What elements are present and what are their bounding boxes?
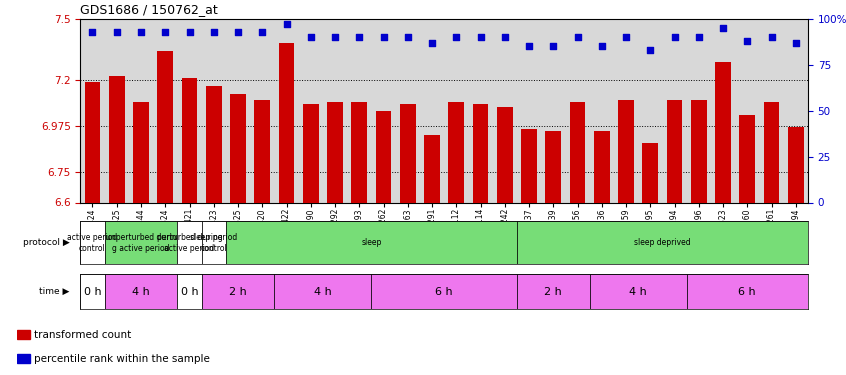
Bar: [105, 221, 178, 264]
Bar: [255, 100, 270, 202]
Point: [231, 28, 244, 34]
Text: sleep: sleep: [361, 238, 382, 248]
Point: [692, 34, 706, 40]
Point: [595, 44, 608, 50]
Bar: [201, 274, 274, 309]
Bar: [157, 51, 173, 202]
Bar: [764, 102, 779, 202]
Text: perturbed during
active period: perturbed during active period: [157, 233, 222, 252]
Bar: [473, 105, 488, 202]
Point: [135, 28, 148, 34]
Point: [376, 34, 390, 40]
Bar: [17, 330, 30, 339]
Bar: [133, 102, 149, 202]
Point: [183, 28, 196, 34]
Point: [740, 38, 754, 44]
Bar: [226, 221, 517, 264]
Bar: [206, 86, 222, 202]
Point: [110, 28, 124, 34]
Point: [644, 47, 657, 53]
Point: [158, 28, 172, 34]
Bar: [80, 274, 105, 309]
Point: [498, 34, 512, 40]
Point: [449, 34, 463, 40]
Bar: [521, 129, 537, 203]
Point: [571, 34, 585, 40]
Bar: [691, 100, 706, 202]
Bar: [424, 135, 440, 202]
Text: 0 h: 0 h: [181, 286, 198, 297]
Point: [85, 28, 99, 34]
Point: [328, 34, 342, 40]
Bar: [400, 105, 415, 202]
Bar: [303, 105, 319, 202]
Text: 0 h: 0 h: [84, 286, 102, 297]
Text: GDS1686 / 150762_at: GDS1686 / 150762_at: [80, 3, 218, 16]
Text: sleep period
control: sleep period control: [190, 233, 238, 252]
Bar: [274, 274, 371, 309]
Point: [522, 44, 536, 50]
Point: [304, 34, 317, 40]
Text: 2 h: 2 h: [545, 286, 562, 297]
Point: [474, 34, 487, 40]
Bar: [178, 221, 201, 264]
Bar: [642, 143, 658, 202]
Point: [765, 34, 778, 40]
Bar: [590, 274, 687, 309]
Bar: [546, 131, 561, 203]
Bar: [327, 102, 343, 202]
Text: time ▶: time ▶: [39, 287, 69, 296]
Bar: [497, 106, 513, 202]
Bar: [618, 100, 634, 202]
Bar: [17, 354, 30, 363]
Point: [255, 28, 269, 34]
Bar: [109, 76, 124, 202]
Bar: [517, 274, 590, 309]
Bar: [594, 131, 610, 203]
Bar: [80, 221, 105, 264]
Point: [207, 28, 221, 34]
Bar: [715, 62, 731, 202]
Bar: [569, 102, 585, 202]
Bar: [687, 274, 808, 309]
Bar: [85, 82, 101, 203]
Bar: [448, 102, 464, 202]
Bar: [178, 274, 201, 309]
Text: 4 h: 4 h: [629, 286, 647, 297]
Bar: [739, 115, 755, 202]
Text: unperturbed durin
g active period: unperturbed durin g active period: [106, 233, 176, 252]
Text: 2 h: 2 h: [229, 286, 247, 297]
Point: [401, 34, 415, 40]
Text: active period
control: active period control: [68, 233, 118, 252]
Bar: [376, 111, 392, 202]
Text: percentile rank within the sample: percentile rank within the sample: [34, 354, 210, 364]
Text: sleep deprived: sleep deprived: [634, 238, 690, 248]
Text: 4 h: 4 h: [314, 286, 332, 297]
Point: [280, 21, 294, 27]
Bar: [105, 274, 178, 309]
Point: [667, 34, 681, 40]
Bar: [278, 43, 294, 203]
Bar: [667, 100, 683, 202]
Point: [717, 25, 730, 31]
Point: [353, 34, 366, 40]
Bar: [371, 274, 517, 309]
Text: transformed count: transformed count: [34, 330, 131, 340]
Point: [426, 40, 439, 46]
Text: 6 h: 6 h: [739, 286, 756, 297]
Point: [789, 40, 803, 46]
Bar: [182, 78, 197, 203]
Point: [547, 44, 560, 50]
Bar: [517, 221, 808, 264]
Bar: [351, 102, 367, 202]
Bar: [788, 127, 804, 202]
Bar: [230, 94, 246, 202]
Bar: [201, 221, 226, 264]
Text: 4 h: 4 h: [132, 286, 150, 297]
Point: [619, 34, 633, 40]
Text: 6 h: 6 h: [436, 286, 453, 297]
Text: protocol ▶: protocol ▶: [23, 238, 69, 248]
